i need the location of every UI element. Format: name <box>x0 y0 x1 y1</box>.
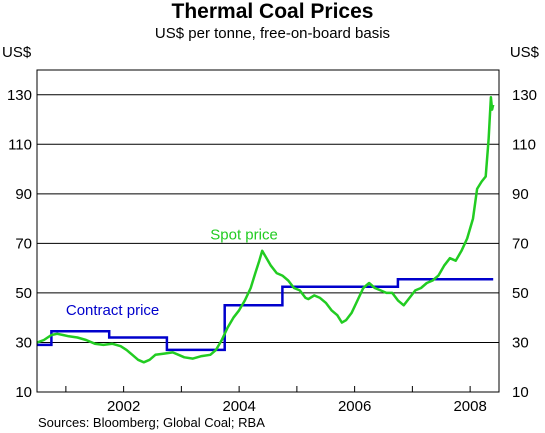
y-tick-label-right: 50 <box>512 285 529 302</box>
y-tick-label-right: 70 <box>512 235 529 252</box>
x-tick-label-2006: 2006 <box>338 398 371 415</box>
x-tick-label-2002: 2002 <box>107 398 140 415</box>
x-tick-label-2008: 2008 <box>453 398 486 415</box>
spot-price-line <box>36 95 495 364</box>
grid-lines <box>37 94 499 343</box>
y-tick-label-left: 10 <box>15 384 32 401</box>
source-note: Sources: Bloomberg; Global Coal; RBA <box>38 415 265 430</box>
x-tick-label-2004: 2004 <box>222 398 255 415</box>
y-axis-unit-left: US$ <box>2 44 32 61</box>
chart-subtitle: US$ per tonne, free-on-board basis <box>154 25 391 42</box>
series-lines <box>36 95 495 364</box>
y-tick-label-left: 130 <box>7 87 32 104</box>
y-axis-unit-right: US$ <box>509 44 539 61</box>
y-tick-label-right: 130 <box>512 87 537 104</box>
y-tick-label-right: 30 <box>512 334 529 351</box>
plot-frame <box>36 69 500 393</box>
y-tick-label-right: 90 <box>512 186 529 203</box>
y-tick-label-left: 70 <box>15 235 32 252</box>
axis-labels: 10 10 30 30 50 50 70 70 90 90 110 110 130 130 2002 2004… <box>7 87 537 415</box>
contract-price-line <box>37 278 494 352</box>
series-annotations: Spot price Contract price <box>66 227 278 320</box>
y-tick-label-left: 50 <box>15 285 32 302</box>
y-tick-label-right: 10 <box>512 384 529 401</box>
spot-price-label: Spot price <box>210 227 278 244</box>
contract-price-label: Contract price <box>66 302 159 319</box>
y-tick-label-left: 30 <box>15 334 32 351</box>
y-tick-label-right: 110 <box>512 136 536 153</box>
chart-title: Thermal Coal Prices <box>171 0 374 23</box>
axis-ticks <box>65 386 471 392</box>
y-tick-label-left: 110 <box>8 136 32 153</box>
plot-border <box>36 69 500 393</box>
y-tick-label-left: 90 <box>15 186 32 203</box>
